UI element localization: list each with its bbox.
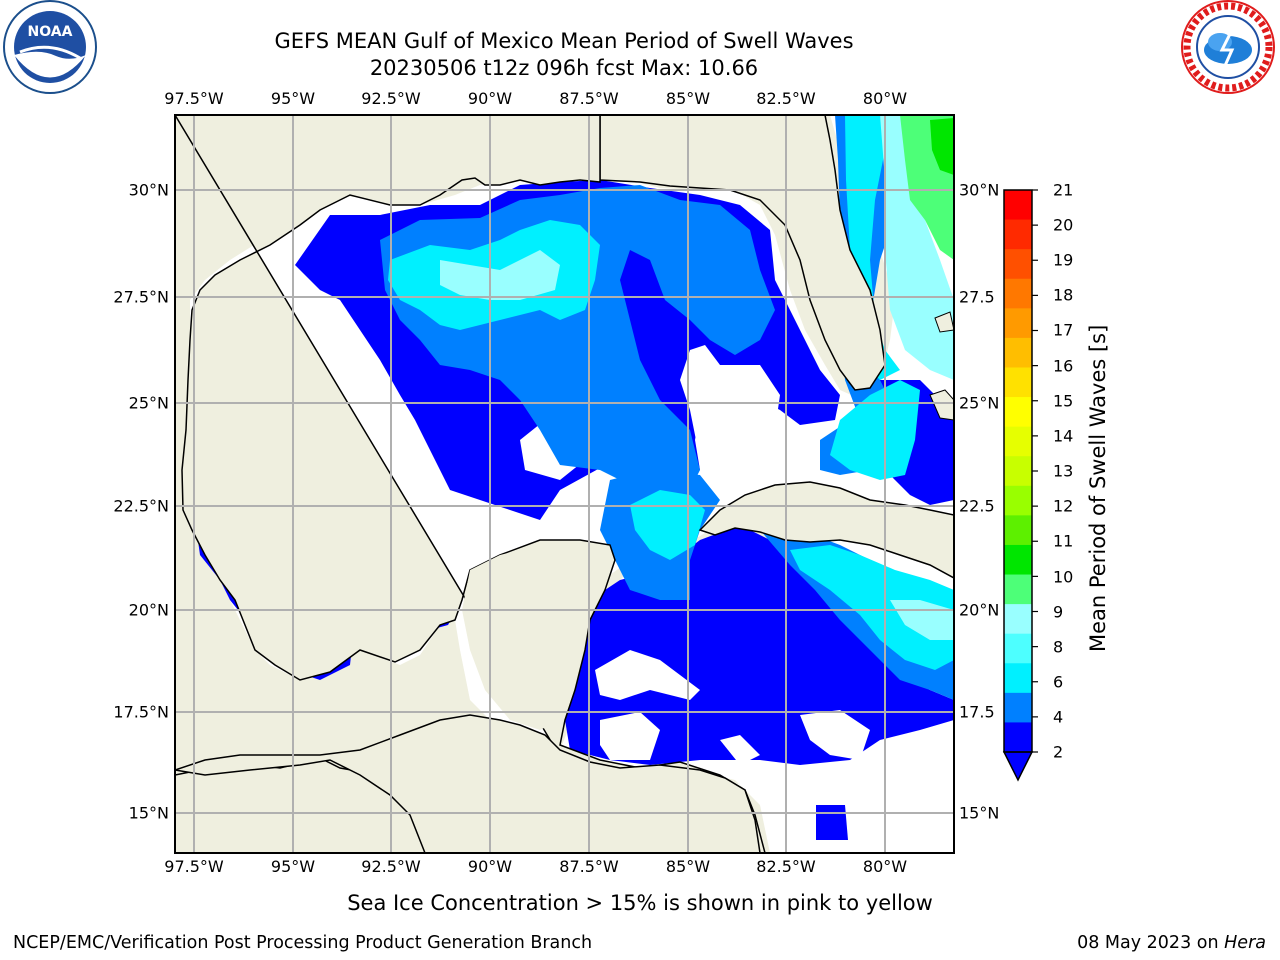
colorbar-segment — [1004, 722, 1032, 753]
colorbar-tick-label: 21 — [1053, 180, 1074, 200]
map-frame — [174, 114, 955, 854]
footer-date: 08 May 2023 on Hera — [1077, 933, 1266, 953]
lon-label: 85°W — [665, 857, 711, 876]
lat-label: 30°N — [128, 180, 169, 200]
map-area — [175, 115, 954, 853]
lon-label: 95°W — [270, 89, 316, 108]
colorbar-segment — [1004, 604, 1032, 635]
lon-label: 87.5°W — [559, 89, 619, 108]
colorbar-tick-label: 18 — [1053, 285, 1074, 305]
colorbar-segment — [1004, 308, 1032, 339]
sea-ice-note: Sea Ice Concentration > 15% is shown in … — [347, 891, 933, 915]
lon-label: 90°W — [467, 89, 513, 108]
nws-logo — [1181, 0, 1275, 94]
colorbar-segment — [1004, 574, 1032, 605]
colorbar-segment — [1004, 485, 1032, 516]
footer-credit: NCEP/EMC/Verification Post Processing Pr… — [13, 933, 593, 953]
colorbar-tick-label: 13 — [1053, 461, 1074, 481]
colorbar-tick-label: 4 — [1053, 707, 1064, 727]
svg-text:NOAA: NOAA — [28, 24, 73, 40]
lon-label: 85°W — [665, 89, 711, 108]
chart-subtitle: 20230506 t12z 096h fcst Max: 10.66 — [369, 56, 759, 80]
graticule — [175, 115, 954, 853]
lon-label: 92.5°W — [361, 89, 421, 108]
colorbar-tick-label: 9 — [1053, 602, 1064, 622]
colorbar-segment — [1004, 190, 1032, 221]
lat-label: 22.5°N — [113, 496, 169, 516]
colorbar-segment — [1004, 337, 1032, 369]
colorbar-tick-label: 2 — [1053, 742, 1064, 762]
lon-label: 80°W — [862, 89, 908, 108]
colorbar-tick-label: 6 — [1053, 672, 1064, 692]
lat-label: 20°N — [128, 600, 169, 620]
colorbar-title: Mean Period of Swell Waves [s] — [1086, 324, 1110, 652]
colorbar-tick-label: 11 — [1053, 531, 1074, 551]
lon-label: 82.5°W — [756, 857, 816, 876]
colorbar-segment — [1004, 692, 1032, 724]
colorbar-tick-label: 20 — [1053, 215, 1074, 235]
lat-label: 20°N — [959, 600, 1000, 620]
lat-label: 17.5°N — [113, 702, 169, 722]
lon-label: 92.5°W — [361, 857, 421, 876]
colorbar-tick-label: 16 — [1053, 356, 1074, 376]
lat-label: 25°N — [959, 393, 1000, 413]
colorbar-tick-label: 19 — [1053, 250, 1074, 270]
footer-date-text: 08 May 2023 on — [1077, 933, 1225, 953]
noaa-logo: NOAA — [3, 0, 97, 94]
colorbar-tick-label: 10 — [1053, 567, 1074, 587]
colorbar-segment — [1004, 426, 1032, 457]
colorbar-tick-label: 14 — [1053, 426, 1074, 446]
lat-label: 30°N — [959, 180, 1000, 200]
colorbar-segment — [1004, 249, 1032, 280]
lon-label: 87.5°W — [559, 857, 619, 876]
lon-label: 97.5°W — [164, 857, 224, 876]
colorbar-segment — [1004, 544, 1032, 576]
colorbar-tick-label: 15 — [1053, 391, 1074, 411]
lat-label: 27.5 — [959, 287, 995, 307]
chart-title: GEFS MEAN Gulf of Mexico Mean Period of … — [274, 29, 854, 53]
lat-label: 15°N — [128, 803, 169, 823]
colorbar — [1002, 189, 1038, 782]
lat-label: 15°N — [959, 803, 1000, 823]
footer-host: Hera — [1224, 933, 1266, 953]
lon-label: 80°W — [862, 857, 908, 876]
colorbar-tick-label: 17 — [1053, 320, 1074, 340]
colorbar-segment — [1004, 663, 1032, 694]
colorbar-tick-label: 8 — [1053, 637, 1064, 657]
lon-label: 90°W — [467, 857, 513, 876]
lat-label: 17.5 — [959, 702, 995, 722]
lon-label: 82.5°W — [756, 89, 816, 108]
colorbar-tick-label: 12 — [1053, 496, 1074, 516]
colorbar-segment — [1004, 397, 1032, 428]
colorbar-segment — [1004, 633, 1032, 664]
lon-label: 95°W — [270, 857, 316, 876]
lat-label: 22.5 — [959, 496, 995, 516]
lon-label: 97.5°W — [164, 89, 224, 108]
colorbar-extend-arrow — [1002, 751, 1034, 782]
lat-label: 25°N — [128, 393, 169, 413]
colorbar-segment — [1004, 515, 1032, 546]
colorbar-segment — [1004, 456, 1032, 487]
colorbar-segment — [1004, 278, 1032, 309]
lat-label: 27.5°N — [113, 287, 169, 307]
colorbar-segment — [1004, 367, 1032, 398]
land-gulf-coast — [175, 115, 766, 853]
colorbar-segment — [1004, 219, 1032, 250]
